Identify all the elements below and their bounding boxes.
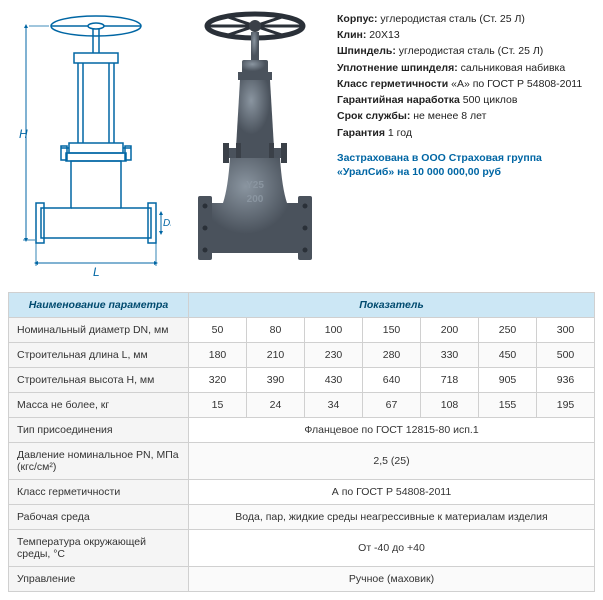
table-header-row: Наименование параметра Показатель	[9, 293, 595, 318]
spec-line: Клин: 20Х13	[337, 28, 595, 43]
param-value-cell: 230	[305, 343, 363, 368]
param-value-cell: А по ГОСТ Р 54808-2011	[189, 480, 595, 505]
param-name-cell: Класс герметичности	[9, 480, 189, 505]
table-row: Класс герметичностиА по ГОСТ Р 54808-201…	[9, 480, 595, 505]
param-value-cell: Вода, пар, жидкие среды неагрессивные к …	[189, 505, 595, 530]
spec-value: 500 циклов	[463, 94, 518, 106]
spec-value: «А» по ГОСТ Р 54808-2011	[451, 78, 582, 90]
table-row: Рабочая средаВода, пар, жидкие среды неа…	[9, 505, 595, 530]
spec-line: Срок службы: не менее 8 лет	[337, 109, 595, 124]
param-value-cell: 500	[537, 343, 595, 368]
param-value-cell: 330	[421, 343, 479, 368]
param-value-cell: 300	[537, 318, 595, 343]
param-name-cell: Номинальный диаметр DN, мм	[9, 318, 189, 343]
param-value-cell: 250	[479, 318, 537, 343]
spec-label: Корпус:	[337, 13, 380, 25]
param-value-cell: 936	[537, 368, 595, 393]
table-row: Строительная длина L, мм1802102302803304…	[9, 343, 595, 368]
param-name-cell: Рабочая среда	[9, 505, 189, 530]
param-value-cell: Фланцевое по ГОСТ 12815-80 исп.1	[189, 418, 595, 443]
param-value-cell: 640	[363, 368, 421, 393]
param-value-cell: 280	[363, 343, 421, 368]
table-row: Давление номинальное PN, МПа (кгс/см²)2,…	[9, 443, 595, 480]
table-row: Масса не более, кг15243467108155195	[9, 393, 595, 418]
param-name-cell: Температура окружающей среды, °С	[9, 530, 189, 567]
cast-label-1: Y25	[246, 180, 264, 191]
cast-label-2: 200	[246, 194, 263, 205]
insurance-line1: Застрахована в ООО Страховая группа	[337, 151, 595, 166]
spec-line: Гарантия 1 год	[337, 126, 595, 141]
spec-line: Шпиндель: углеродистая сталь (Ст. 25 Л)	[337, 44, 595, 59]
spec-label: Клин:	[337, 29, 369, 41]
param-value-cell: 180	[189, 343, 247, 368]
param-value-cell: 34	[305, 393, 363, 418]
spec-value: углеродистая сталь (Ст. 25 Л)	[380, 13, 524, 25]
param-name-cell: Строительная высота H, мм	[9, 368, 189, 393]
spec-value: углеродистая сталь (Ст. 25 Л)	[399, 45, 543, 57]
spec-label: Гарантийная наработка	[337, 94, 463, 106]
spec-value: 1 год	[388, 127, 412, 139]
param-value-cell: 80	[247, 318, 305, 343]
spec-line: Уплотнение шпинделя: сальниковая набивка	[337, 61, 595, 76]
spec-list: Корпус: углеродистая сталь (Ст. 25 Л)Кли…	[337, 8, 595, 278]
param-value-cell: 430	[305, 368, 363, 393]
table-row: Тип присоединенияФланцевое по ГОСТ 12815…	[9, 418, 595, 443]
valve-photo: Y25 200	[185, 8, 325, 278]
param-value-cell: 320	[189, 368, 247, 393]
spec-label: Срок службы:	[337, 110, 413, 122]
param-value-cell: От -40 до +40	[189, 530, 595, 567]
param-value-cell: 15	[189, 393, 247, 418]
spec-label: Класс герметичности	[337, 78, 451, 90]
param-name-cell: Строительная длина L, мм	[9, 343, 189, 368]
param-value-cell: 24	[247, 393, 305, 418]
spec-label: Гарантия	[337, 127, 388, 139]
param-value-cell: 67	[363, 393, 421, 418]
spec-value: 20Х13	[369, 29, 399, 41]
technical-drawing: H L DN	[8, 8, 173, 278]
param-value-cell: 155	[479, 393, 537, 418]
dim-h-label: H	[19, 127, 28, 141]
param-name-cell: Тип присоединения	[9, 418, 189, 443]
table-row: Температура окружающей среды, °СОт -40 д…	[9, 530, 595, 567]
spec-label: Уплотнение шпинделя:	[337, 62, 461, 74]
param-value-cell: 100	[305, 318, 363, 343]
gate-valve-photo-icon: Y25 200	[188, 8, 323, 278]
dim-dn-label: DN	[163, 218, 171, 229]
param-value-cell: 108	[421, 393, 479, 418]
valve-schematic-icon: H L DN	[11, 8, 171, 278]
param-value-cell: 210	[247, 343, 305, 368]
header-param: Наименование параметра	[9, 293, 189, 318]
param-value-cell: 390	[247, 368, 305, 393]
insurance-line2: «УралСиб» на 10 000 000,00 руб	[337, 165, 595, 180]
spec-line: Корпус: углеродистая сталь (Ст. 25 Л)	[337, 12, 595, 27]
spec-value: не менее 8 лет	[413, 110, 486, 122]
param-value-cell: 450	[479, 343, 537, 368]
spec-label: Шпиндель:	[337, 45, 399, 57]
param-value-cell: 718	[421, 368, 479, 393]
table-row: Строительная высота H, мм320390430640718…	[9, 368, 595, 393]
spec-line: Гарантийная наработка 500 циклов	[337, 93, 595, 108]
param-value-cell: 905	[479, 368, 537, 393]
param-name-cell: Давление номинальное PN, МПа (кгс/см²)	[9, 443, 189, 480]
param-value-cell: 195	[537, 393, 595, 418]
parameters-table: Наименование параметра Показатель Номина…	[8, 292, 595, 592]
param-value-cell: 50	[189, 318, 247, 343]
spec-value: сальниковая набивка	[461, 62, 566, 74]
insurance-note: Застрахована в ООО Страховая группа «Ура…	[337, 151, 595, 180]
top-section: H L DN	[8, 8, 595, 278]
header-value: Показатель	[189, 293, 595, 318]
table-row: Номинальный диаметр DN, мм50801001502002…	[9, 318, 595, 343]
dim-l-label: L	[93, 265, 100, 278]
param-name-cell: Масса не более, кг	[9, 393, 189, 418]
param-value-cell: 150	[363, 318, 421, 343]
param-value-cell: 200	[421, 318, 479, 343]
param-value-cell: 2,5 (25)	[189, 443, 595, 480]
spec-line: Класс герметичности «А» по ГОСТ Р 54808-…	[337, 77, 595, 92]
